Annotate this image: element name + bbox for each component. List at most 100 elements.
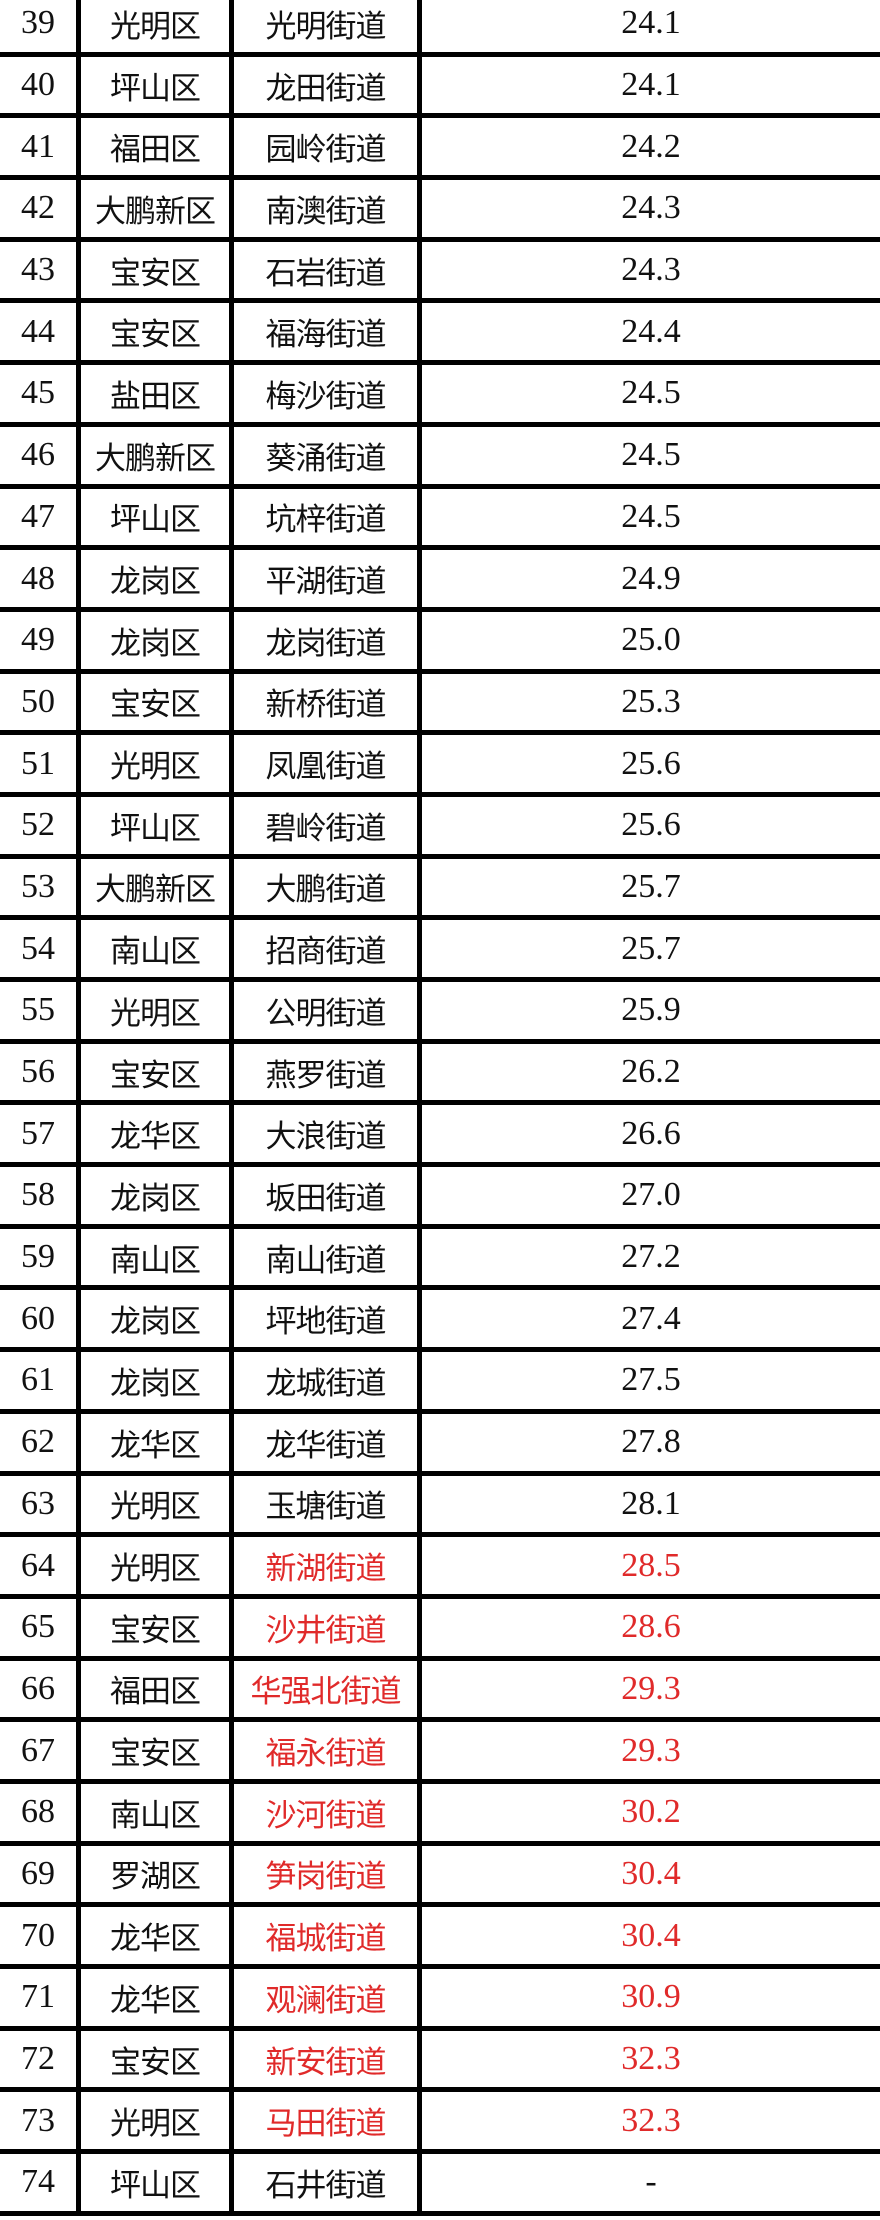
value-cell: 26.6 — [621, 1114, 681, 1152]
street-cell: 观澜街道 — [234, 1969, 422, 2026]
value-cell: 30.9 — [621, 1978, 681, 2016]
value-cell: 30.4 — [621, 1854, 681, 1892]
rank-cell: 71 — [0, 1969, 81, 2026]
street-cell: 新安街道 — [234, 2030, 422, 2088]
district-cell: 坪山区 — [81, 56, 234, 114]
street-cell: 南山街道 — [234, 1228, 422, 1286]
value-cell: 24.2 — [621, 127, 681, 165]
value-cell: 24.1 — [621, 66, 681, 104]
table-row: 49 龙岗区 龙岗街道 25.0 — [0, 611, 880, 674]
district-cell: 龙华区 — [81, 1105, 234, 1163]
table-row: 64 光明区 新湖街道 28.5 — [0, 1537, 880, 1599]
rank-cell: 60 — [0, 1290, 81, 1348]
street-cell: 新湖街道 — [234, 1537, 422, 1594]
district-cell: 宝安区 — [81, 673, 234, 731]
district-cell: 坪山区 — [81, 2154, 234, 2211]
table-row: 48 龙岗区 平湖街道 24.9 — [0, 550, 880, 612]
street-cell: 坪地街道 — [234, 1290, 422, 1348]
table-row: 43 宝安区 石岩街道 24.3 — [0, 241, 880, 304]
district-cell: 坪山区 — [81, 796, 234, 854]
street-cell: 石井街道 — [234, 2154, 422, 2211]
street-cell: 葵涌街道 — [234, 426, 422, 484]
district-cell: 南山区 — [81, 920, 234, 977]
district-cell: 宝安区 — [81, 303, 234, 361]
table-row: 39 光明区 光明街道 24.1 — [0, 0, 880, 57]
value-cell: 30.2 — [621, 1793, 681, 1831]
value-cell: 30.4 — [621, 1916, 681, 1954]
district-cell: 龙华区 — [81, 1969, 234, 2026]
rank-cell: 52 — [0, 796, 81, 854]
value-cell: 27.4 — [621, 1299, 681, 1337]
rank-cell: 61 — [0, 1352, 81, 1409]
street-cell: 坂田街道 — [234, 1167, 422, 1224]
district-cell: 大鹏新区 — [81, 180, 234, 237]
table-row: 44 宝安区 福海街道 24.4 — [0, 303, 880, 366]
table-row: 42 大鹏新区 南澳街道 24.3 — [0, 180, 880, 242]
table-row: 69 罗湖区 笋岗街道 30.4 — [0, 1845, 880, 1908]
district-cell: 光明区 — [81, 735, 234, 792]
district-cell: 光明区 — [81, 1475, 234, 1533]
value-cell: 25.6 — [621, 806, 681, 844]
street-cell: 沙井街道 — [234, 1598, 422, 1656]
district-cell: 龙华区 — [81, 1907, 234, 1964]
rank-cell: 53 — [0, 858, 81, 916]
rank-cell: 42 — [0, 180, 81, 237]
value-cell: 25.9 — [621, 991, 681, 1029]
street-cell: 龙岗街道 — [234, 611, 422, 669]
table-row: 54 南山区 招商街道 25.7 — [0, 920, 880, 982]
street-cell: 光明街道 — [234, 0, 422, 52]
street-cell: 马田街道 — [234, 2092, 422, 2150]
district-cell: 龙岗区 — [81, 611, 234, 669]
rank-cell: 45 — [0, 365, 81, 422]
table-row: 63 光明区 玉塘街道 28.1 — [0, 1475, 880, 1538]
rank-cell: 44 — [0, 303, 81, 361]
rank-cell: 64 — [0, 1537, 81, 1594]
district-cell: 福田区 — [81, 118, 234, 176]
table-row: 56 宝安区 燕罗街道 26.2 — [0, 1043, 880, 1106]
street-cell: 碧岭街道 — [234, 796, 422, 854]
district-cell: 大鹏新区 — [81, 858, 234, 916]
value-cell: 29.3 — [621, 1669, 681, 1707]
street-cell: 园岭街道 — [234, 118, 422, 176]
table-row: 45 盐田区 梅沙街道 24.5 — [0, 365, 880, 427]
table-row: 60 龙岗区 坪地街道 27.4 — [0, 1290, 880, 1353]
district-cell: 坪山区 — [81, 488, 234, 546]
rank-cell: 62 — [0, 1413, 81, 1471]
value-cell: 28.6 — [621, 1608, 681, 1646]
district-cell: 龙岗区 — [81, 1352, 234, 1409]
rank-cell: 55 — [0, 982, 81, 1039]
district-cell: 光明区 — [81, 2092, 234, 2150]
value-cell: 24.5 — [621, 497, 681, 535]
table-row: 46 大鹏新区 葵涌街道 24.5 — [0, 426, 880, 489]
street-cell: 龙华街道 — [234, 1413, 422, 1471]
district-cell: 南山区 — [81, 1783, 234, 1841]
value-cell: 28.5 — [621, 1546, 681, 1584]
table-row: 57 龙华区 大浪街道 26.6 — [0, 1105, 880, 1168]
street-cell: 坑梓街道 — [234, 488, 422, 546]
district-cell: 宝安区 — [81, 1598, 234, 1656]
value-cell: 28.1 — [621, 1484, 681, 1522]
value-cell: 27.2 — [621, 1238, 681, 1276]
table-row: 62 龙华区 龙华街道 27.8 — [0, 1413, 880, 1476]
table-row: 52 坪山区 碧岭街道 25.6 — [0, 796, 880, 859]
table-row: 41 福田区 园岭街道 24.2 — [0, 118, 880, 181]
table-row: 40 坪山区 龙田街道 24.1 — [0, 56, 880, 119]
rank-cell: 58 — [0, 1167, 81, 1224]
street-cell: 公明街道 — [234, 982, 422, 1039]
rank-cell: 59 — [0, 1228, 81, 1286]
table-row: 61 龙岗区 龙城街道 27.5 — [0, 1352, 880, 1414]
street-cell: 沙河街道 — [234, 1783, 422, 1841]
value-cell: 25.0 — [621, 621, 681, 659]
district-cell: 福田区 — [81, 1660, 234, 1718]
district-cell: 宝安区 — [81, 1043, 234, 1101]
street-cell: 南澳街道 — [234, 180, 422, 237]
table-row: 59 南山区 南山街道 27.2 — [0, 1228, 880, 1291]
value-cell: 24.5 — [621, 436, 681, 474]
street-cell: 招商街道 — [234, 920, 422, 977]
rank-cell: 69 — [0, 1845, 81, 1903]
value-cell: 24.4 — [621, 312, 681, 350]
table-row: 72 宝安区 新安街道 32.3 — [0, 2030, 880, 2093]
table-row: 65 宝安区 沙井街道 28.6 — [0, 1598, 880, 1661]
value-cell: 27.5 — [621, 1361, 681, 1399]
rank-cell: 40 — [0, 56, 81, 114]
